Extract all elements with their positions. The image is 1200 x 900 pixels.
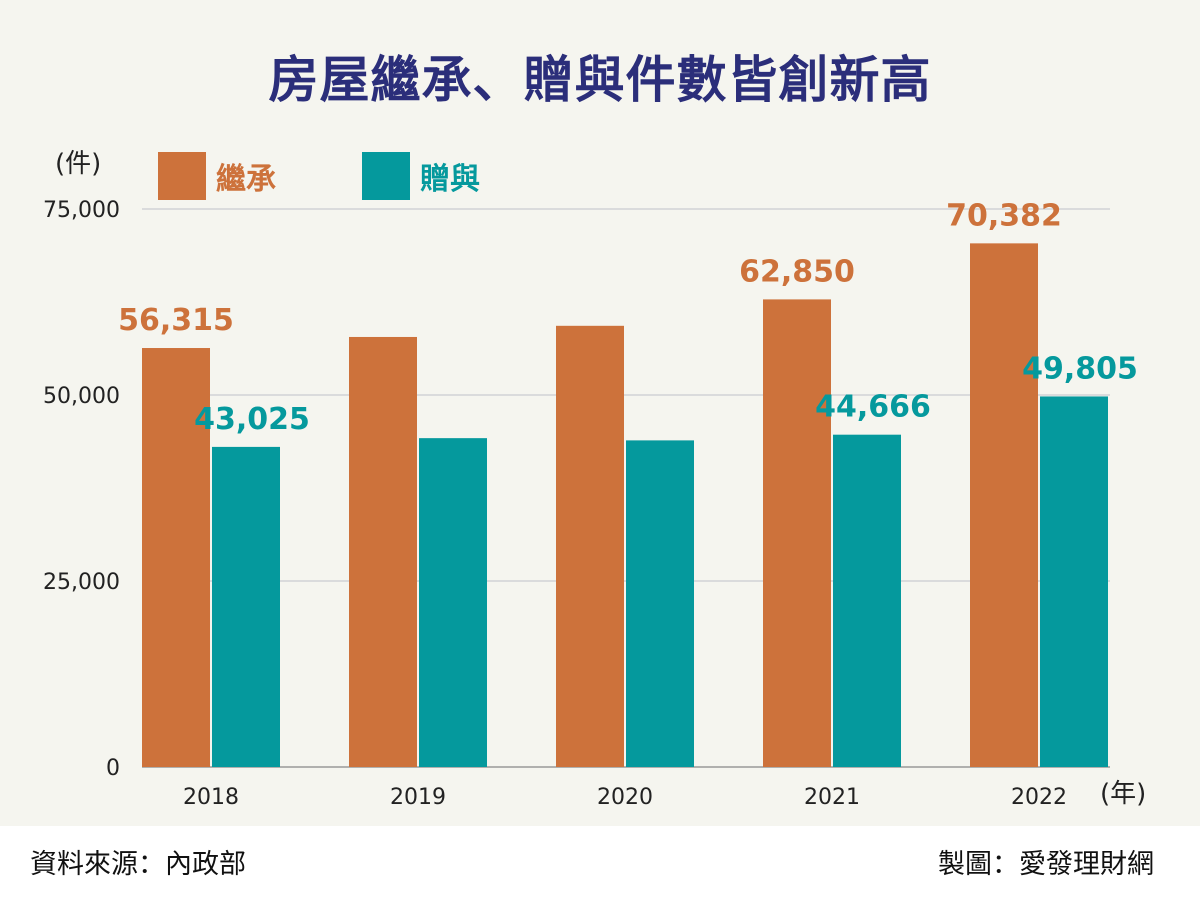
legend-swatch xyxy=(158,152,206,200)
bar xyxy=(212,446,280,767)
x-tick-label: 2020 xyxy=(597,785,653,810)
legend-label: 繼承 xyxy=(216,162,276,197)
y-axis-label: (件) xyxy=(55,149,101,179)
bar xyxy=(1040,396,1108,767)
legend-swatch xyxy=(362,152,410,200)
x-tick-label: 2022 xyxy=(1011,785,1067,810)
y-tick-label: 50,000 xyxy=(43,384,120,409)
y-tick-label: 0 xyxy=(106,756,120,781)
y-tick-label: 75,000 xyxy=(43,198,120,223)
legend-label: 贈與 xyxy=(420,162,480,197)
y-tick-label: 25,000 xyxy=(43,570,120,595)
bar xyxy=(626,440,694,767)
credit-note: 製圖：愛發理財網 xyxy=(938,849,1154,880)
bar xyxy=(349,336,417,767)
data-label: 70,382 xyxy=(946,198,1062,233)
source-note: 資料來源：內政部 xyxy=(30,849,246,880)
bar-chart: 0 25,000 50,000 75,000 (件) (年) 繼承 贈與 56,315 43,02… xyxy=(43,149,1146,810)
footer xyxy=(0,826,1200,900)
data-label: 62,850 xyxy=(739,254,855,289)
bar xyxy=(556,325,624,767)
data-label: 44,666 xyxy=(815,390,931,425)
x-tick-label: 2019 xyxy=(390,785,446,810)
chart-title: 房屋繼承、贈與件數皆創新高 xyxy=(268,51,932,109)
data-label: 49,805 xyxy=(1022,351,1138,386)
bar xyxy=(142,348,210,767)
x-tick-label: 2021 xyxy=(804,785,860,810)
bar xyxy=(833,434,901,767)
bar xyxy=(970,243,1038,768)
x-axis-label: (年) xyxy=(1100,779,1146,809)
x-tick-label: 2018 xyxy=(183,785,239,810)
data-label: 43,025 xyxy=(194,402,310,437)
bar xyxy=(419,438,487,767)
bar xyxy=(763,299,831,767)
data-label: 56,315 xyxy=(118,303,234,338)
